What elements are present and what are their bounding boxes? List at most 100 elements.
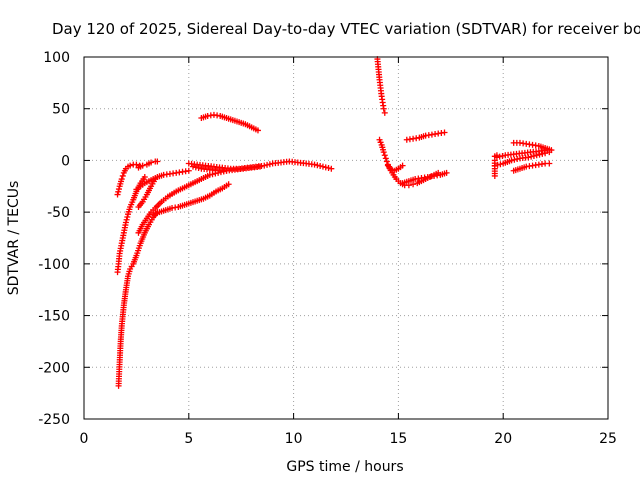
data-point [322, 164, 329, 171]
y-tick-label: 100 [43, 50, 70, 66]
data-point [254, 127, 261, 134]
data-point [382, 155, 389, 162]
data-point [514, 156, 521, 163]
series-5 [133, 167, 192, 193]
y-tick-label: -150 [38, 309, 70, 325]
data-point [496, 153, 503, 160]
x-tick-label: 0 [80, 431, 89, 447]
data-point [206, 171, 213, 178]
series-15 [403, 129, 448, 143]
data-point [192, 164, 199, 171]
y-tick-label: 50 [52, 102, 70, 118]
series-20 [510, 139, 555, 154]
data-point [542, 150, 549, 157]
y-tick-label: -100 [38, 257, 70, 273]
y-tick-label: 0 [61, 153, 70, 169]
x-tick-label: 25 [599, 431, 617, 447]
data-point [317, 162, 324, 169]
series-19 [510, 160, 553, 174]
x-tick-labels: 0 5 10 15 20 25 [80, 431, 617, 447]
data-point [508, 157, 515, 164]
data-point [133, 161, 140, 168]
data-point [266, 161, 273, 168]
data-point [319, 163, 326, 170]
data-point [511, 156, 518, 163]
series-2 [135, 167, 230, 236]
data-point [185, 167, 192, 174]
data-point [536, 151, 543, 158]
data-point [189, 163, 196, 170]
data-point [497, 161, 504, 168]
data-point [381, 152, 388, 159]
data-point [328, 165, 335, 172]
data-point [494, 161, 501, 168]
series-12 [376, 136, 406, 174]
data-point [264, 161, 271, 168]
chart-title: Day 120 of 2025, Sidereal Day-to-day VTE… [52, 20, 640, 38]
data-point [539, 150, 546, 157]
data-point [115, 188, 122, 195]
x-tick-label: 20 [494, 431, 512, 447]
data-point [530, 152, 537, 159]
data-point [399, 162, 406, 169]
y-tick-label: -200 [38, 360, 70, 376]
series-0 [115, 209, 161, 389]
data-point [499, 152, 506, 159]
series-11 [374, 56, 388, 116]
data-point [124, 213, 131, 220]
data-point [381, 109, 388, 116]
series-14 [399, 169, 450, 187]
x-tick-label: 15 [389, 431, 407, 447]
data-point [491, 162, 498, 169]
data-point [225, 181, 232, 188]
x-axis-label: GPS time / hours [286, 459, 403, 475]
x-tick-label: 5 [184, 431, 193, 447]
grid-lines [84, 57, 608, 419]
data-point [383, 158, 390, 165]
data-point [148, 159, 155, 166]
data-point [141, 173, 148, 180]
data-point [152, 176, 159, 183]
data-point [311, 161, 318, 168]
data-point [154, 158, 161, 165]
data-point [257, 163, 264, 170]
y-tick-label: -50 [47, 205, 70, 221]
data-points [114, 56, 555, 389]
data-point [261, 162, 268, 169]
series-7 [150, 181, 232, 218]
data-point [533, 152, 540, 159]
data-point [127, 162, 134, 169]
data-point [119, 172, 126, 179]
plot-frame [83, 56, 609, 420]
series-9 [189, 163, 264, 174]
data-point [195, 165, 202, 172]
data-point [325, 165, 332, 172]
data-point [115, 186, 122, 193]
series-4 [135, 158, 161, 171]
y-axis-label: SDTVAR / TECUs [6, 181, 22, 296]
data-point [114, 191, 121, 198]
data-point [380, 105, 387, 112]
series-3 [114, 161, 143, 198]
data-point [546, 160, 553, 167]
data-point [123, 216, 130, 223]
data-point [122, 219, 129, 226]
series-1 [114, 173, 148, 276]
x-tick-label: 10 [285, 431, 303, 447]
data-point [443, 169, 450, 176]
data-point [441, 129, 448, 136]
data-point [139, 162, 146, 169]
data-point [528, 153, 535, 160]
y-tick-labels: -250 -200 -150 -100 -50 0 50 100 [38, 50, 70, 428]
series-10 [198, 111, 261, 134]
axis-ticks [83, 56, 609, 420]
data-point [380, 149, 387, 156]
y-tick-label: -250 [38, 412, 70, 428]
data-point [493, 154, 500, 161]
data-point [548, 147, 555, 154]
data-point [118, 176, 125, 183]
series-17 [491, 149, 553, 169]
data-point [525, 154, 532, 161]
data-point [314, 162, 321, 169]
